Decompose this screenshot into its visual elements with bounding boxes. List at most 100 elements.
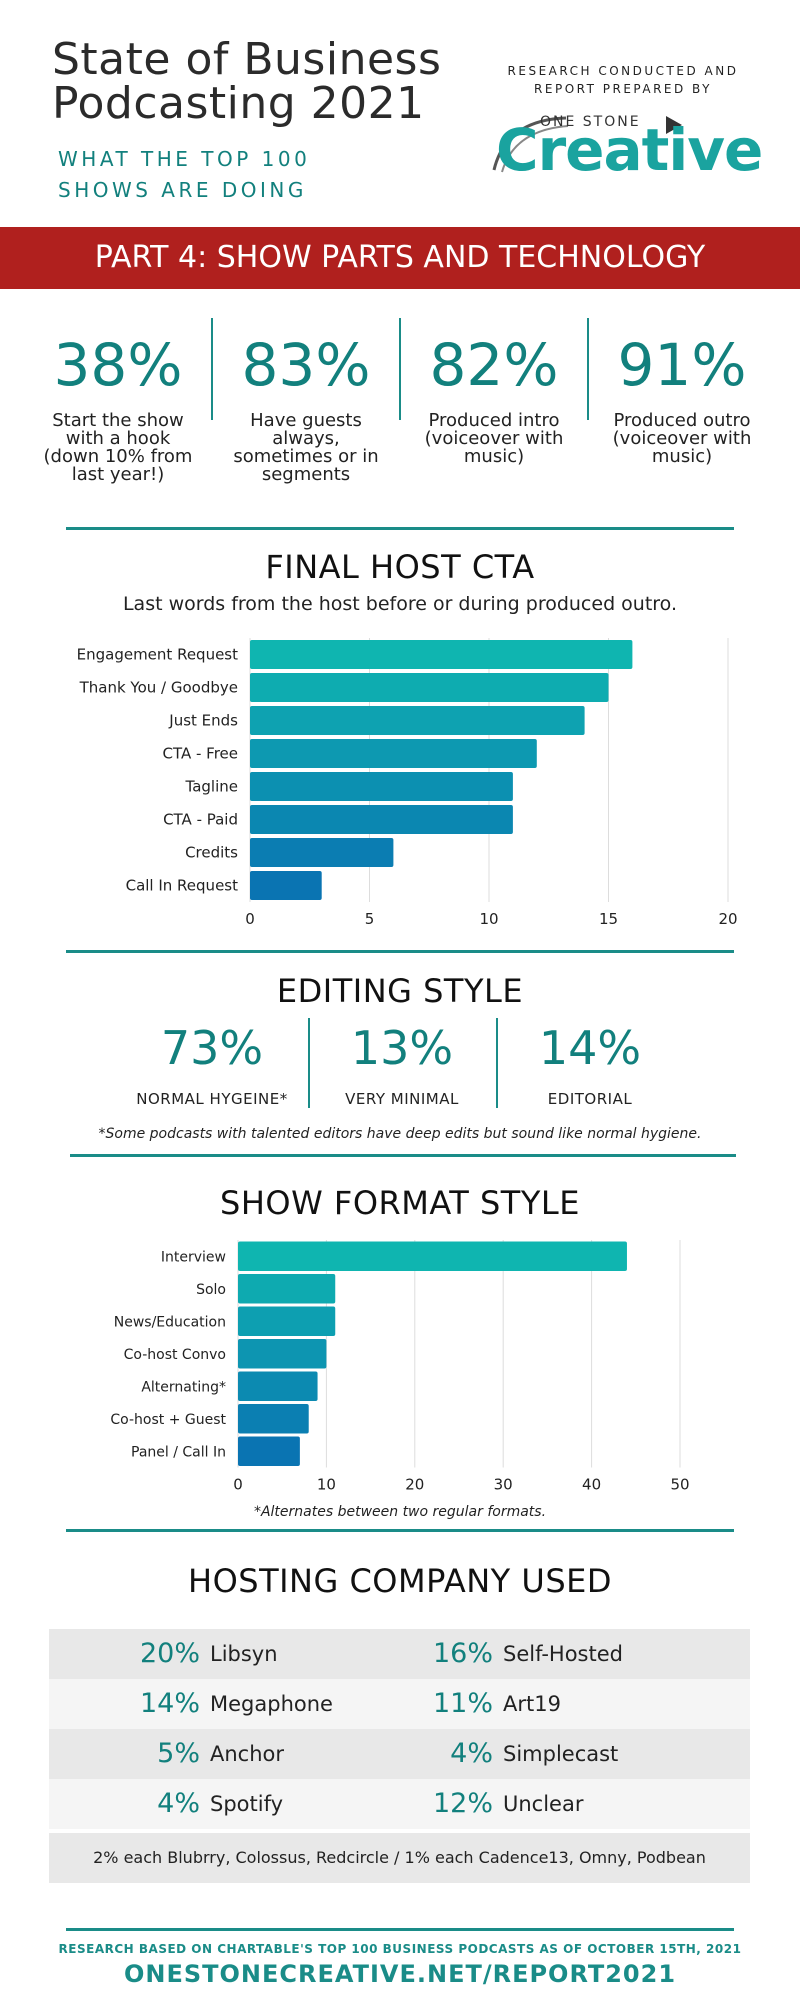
bar xyxy=(238,1371,318,1401)
bar xyxy=(250,673,609,702)
hosting-name: Spotify xyxy=(210,1792,284,1816)
editing-label: VERY MINIMAL xyxy=(345,1090,459,1108)
hosting-pct: 16% xyxy=(432,1638,493,1669)
editing-label: NORMAL HYGEINE* xyxy=(136,1090,288,1108)
editing-normal: 73% NORMAL HYGEINE* xyxy=(122,1020,302,1108)
category-label: Thank You / Goodbye xyxy=(79,679,238,697)
research-credit-line2: REPORT PREPARED BY xyxy=(534,82,712,96)
hosting-name: Unclear xyxy=(503,1792,584,1816)
logo-wordmark: Creative xyxy=(496,116,763,184)
section-divider xyxy=(66,950,734,953)
stat-value: 38% xyxy=(53,331,183,399)
stat-desc-line: sometimes or in xyxy=(233,446,379,467)
report-subtitle: WHAT THE TOP 100 SHOWS ARE DOING xyxy=(58,144,310,206)
hosting-pct: 20% xyxy=(139,1638,200,1669)
category-label: Alternating* xyxy=(141,1379,226,1395)
category-label: Panel / Call In xyxy=(131,1444,226,1460)
stat-intro: 82% Produced intro (voiceover with music… xyxy=(404,330,584,466)
editing-divider xyxy=(308,1018,310,1108)
format-title: SHOW FORMAT STYLE xyxy=(220,1184,580,1222)
category-label: CTA - Paid xyxy=(163,811,238,829)
bar xyxy=(250,838,394,867)
stat-outro: 91% Produced outro (voiceover with music… xyxy=(592,330,772,466)
research-credit: RESEARCH CONDUCTED AND REPORT PREPARED B… xyxy=(488,62,758,98)
stat-value: 91% xyxy=(617,331,747,399)
bar xyxy=(250,871,322,900)
stat-divider xyxy=(399,318,401,420)
editing-title: EDITING STYLE xyxy=(276,972,524,1010)
footer-divider xyxy=(66,1928,734,1931)
category-label: Co-host Convo xyxy=(124,1347,226,1363)
category-label: News/Education xyxy=(114,1314,226,1330)
format-bar-chart: 0 10 20 30 40 50 Interview Solo News/Education Co… xyxy=(110,1240,690,1493)
editing-editorial: 14% EDITORIAL xyxy=(500,1020,680,1108)
category-label: CTA - Free xyxy=(162,745,238,763)
section-divider xyxy=(66,527,734,530)
section-divider xyxy=(70,1154,736,1157)
stat-desc-line: music) xyxy=(651,446,713,467)
hosting-name: Megaphone xyxy=(210,1692,333,1716)
x-tick-label: 20 xyxy=(718,910,737,928)
bar xyxy=(238,1241,627,1271)
stat-guests: 83% Have guests always, sometimes or in … xyxy=(216,330,396,484)
section-divider xyxy=(66,1529,734,1532)
editing-value: 14% xyxy=(538,1021,642,1075)
x-tick-label: 50 xyxy=(670,1476,689,1493)
x-tick-label: 10 xyxy=(317,1476,336,1493)
footer-url-link[interactable]: ONESTONECREATIVE.NET/REPORT2021 xyxy=(123,1960,677,1988)
editing-value: 13% xyxy=(350,1021,454,1075)
stat-desc-line: Produced outro xyxy=(613,410,751,431)
bar xyxy=(250,805,513,834)
category-label: Call In Request xyxy=(126,877,239,895)
bar xyxy=(238,1306,336,1336)
category-label: Interview xyxy=(161,1249,226,1265)
cta-bar-chart: 0 5 10 15 20 Engagement Request Thank You / Go… xyxy=(77,638,738,928)
hosting-row: 5% Anchor 4% Simplecast xyxy=(49,1729,750,1779)
category-label: Solo xyxy=(196,1282,226,1298)
hosting-footnote: 2% each Blubrry, Colossus, Redcircle / 1… xyxy=(49,1833,750,1883)
hosting-pct: 5% xyxy=(157,1738,200,1769)
hosting-pct: 4% xyxy=(157,1788,200,1819)
editing-value: 73% xyxy=(160,1021,264,1075)
stat-divider xyxy=(587,318,589,420)
stat-desc: Produced intro (voiceover with music) xyxy=(404,412,584,466)
stat-desc-line: last year!) xyxy=(71,464,165,485)
stat-desc-line: always, xyxy=(272,428,340,449)
hosting-pct: 4% xyxy=(450,1738,493,1769)
hosting-pct: 11% xyxy=(432,1688,493,1719)
hosting-name: Self-Hosted xyxy=(503,1642,623,1666)
stat-desc-line: Produced intro xyxy=(428,410,560,431)
logo-small-text: ONE STONE xyxy=(540,114,641,130)
hosting-pct: 12% xyxy=(432,1788,493,1819)
editing-minimal: 13% VERY MINIMAL xyxy=(312,1020,492,1108)
stat-desc-line: (voiceover with xyxy=(424,428,564,449)
hosting-name: Libsyn xyxy=(210,1642,278,1666)
footer-source: RESEARCH BASED ON CHARTABLE'S TOP 100 BU… xyxy=(58,1942,742,1956)
x-tick-label: 30 xyxy=(494,1476,513,1493)
format-note: *Alternates between two regular formats. xyxy=(253,1504,547,1520)
editing-note: *Some podcasts with talented editors hav… xyxy=(98,1126,702,1142)
x-tick-label: 5 xyxy=(365,910,375,928)
stat-value: 83% xyxy=(241,331,371,399)
x-tick-label: 10 xyxy=(479,910,498,928)
stat-value: 82% xyxy=(429,331,559,399)
hosting-row: 14% Megaphone 11% Art19 xyxy=(49,1679,750,1729)
bar xyxy=(238,1404,309,1434)
bar xyxy=(250,640,633,669)
x-tick-label: 15 xyxy=(599,910,618,928)
stat-desc-line: Have guests xyxy=(250,410,362,431)
bar xyxy=(250,706,585,735)
stat-desc: Have guests always, sometimes or in segm… xyxy=(216,412,396,484)
category-label: Just Ends xyxy=(168,712,238,730)
x-tick-label: 40 xyxy=(582,1476,601,1493)
stat-desc: Produced outro (voiceover with music) xyxy=(592,412,772,466)
hosting-pct: 14% xyxy=(139,1688,200,1719)
logo-arc-icon xyxy=(492,116,569,173)
report-subtitle-line1: WHAT THE TOP 100 xyxy=(58,147,311,171)
report-title: State of Business Podcasting 2021 xyxy=(52,38,441,126)
x-tick-label: 20 xyxy=(405,1476,424,1493)
category-label: Credits xyxy=(185,844,238,862)
hosting-name: Simplecast xyxy=(503,1742,619,1766)
hosting-title: HOSTING COMPANY USED xyxy=(188,1562,612,1600)
cta-title: FINAL HOST CTA xyxy=(265,548,535,586)
